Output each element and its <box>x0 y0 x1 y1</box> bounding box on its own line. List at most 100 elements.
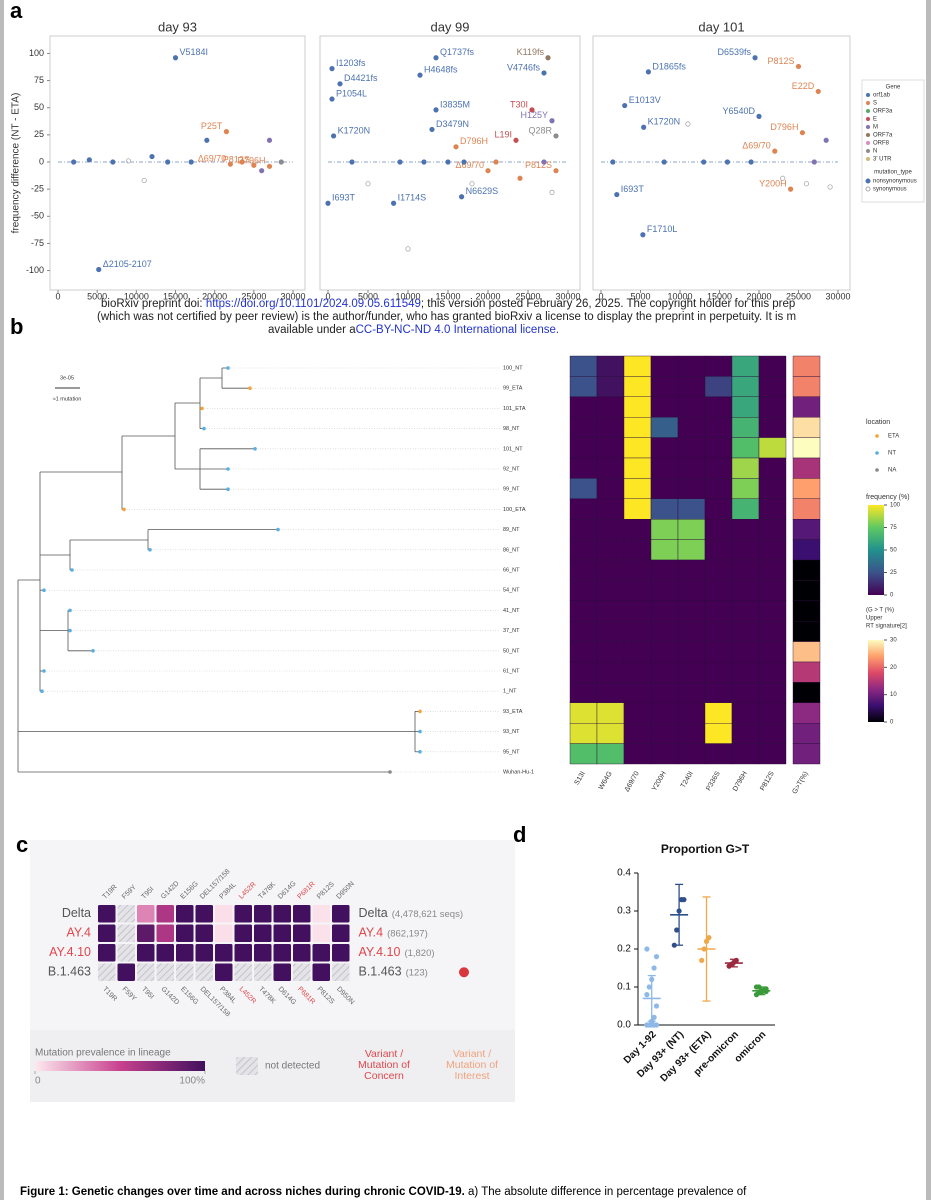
heatmap-cell <box>677 437 706 459</box>
point <box>622 102 628 109</box>
heatmap-cell <box>704 417 733 438</box>
prevalence-cell <box>234 905 252 923</box>
heatmap-cell <box>596 519 625 540</box>
heatmap-cell <box>569 396 598 418</box>
x-tick-label: 5000 <box>87 291 107 301</box>
point <box>125 158 132 164</box>
point <box>545 55 551 61</box>
prevalence-cell <box>98 944 116 962</box>
heatmap-cell <box>596 702 625 724</box>
colorbar-tick-label: 75 <box>890 525 897 531</box>
plot-frame <box>49 35 306 291</box>
data-point <box>651 965 657 971</box>
legend-marker <box>865 178 871 184</box>
license-link[interactable]: CC-BY-NC-ND 4.0 International license. <box>356 324 559 336</box>
heatmap-cell <box>758 396 787 418</box>
point <box>251 162 257 168</box>
point <box>421 159 427 165</box>
heatmap-cell <box>704 498 733 520</box>
heatmap-cell <box>758 559 787 581</box>
x-tick-label: 0 <box>325 291 330 301</box>
mutation-label: N6629S <box>466 186 499 196</box>
point <box>330 133 337 139</box>
heatmap-cell <box>569 376 598 397</box>
colorbar-title: frequency (%) <box>866 494 910 501</box>
gt-cell <box>792 661 821 683</box>
info-icon <box>459 967 469 978</box>
legend-label: ORF3a <box>873 109 893 115</box>
lineage-count: (1,820) <box>404 947 434 958</box>
column-label: Y200H <box>651 770 668 792</box>
point <box>517 175 523 181</box>
legend-label: S <box>873 101 877 107</box>
lineage-label: B.1.463 (123) <box>359 965 428 979</box>
doi-link[interactable]: https://doi.org/10.1101/2024.09.05.61154… <box>206 298 421 310</box>
mutation-label: K119fs <box>517 47 545 57</box>
colorbar-title: Upper <box>866 616 882 622</box>
heatmap-cell <box>569 498 598 520</box>
legend-marker <box>866 117 870 121</box>
point <box>493 159 499 165</box>
point <box>815 88 821 95</box>
prevalence-cell <box>273 963 291 981</box>
heatmap-cell <box>569 682 598 704</box>
y-tick-label: 0.2 <box>617 944 631 955</box>
heatmap-cell <box>596 396 625 418</box>
prevalence-cell <box>176 905 194 923</box>
heatmap-cell <box>623 743 652 765</box>
mutation-label: Y200H <box>759 179 787 189</box>
gt-cell <box>792 580 821 602</box>
colorbar-tick-label: 100 <box>890 503 901 509</box>
lineage-name: B.1.463 <box>359 965 402 979</box>
gt-cell <box>792 682 821 704</box>
tip-point <box>248 386 252 391</box>
mutation-label: I3835M <box>440 99 470 109</box>
gt-cell <box>792 539 821 561</box>
heatmap-cell <box>650 355 679 377</box>
tip-point <box>418 709 422 714</box>
tip-label: 100_NT <box>503 365 523 371</box>
tip-label: 99_NT <box>503 487 520 493</box>
x-tick-label: 10000 <box>124 291 149 301</box>
data-point <box>653 954 660 960</box>
preprint-notice: bioRxiv preprint doi: https://doi.org/10… <box>101 298 795 310</box>
data-point <box>681 897 687 903</box>
prevalence-cell <box>215 963 233 981</box>
colorbar-tick-label: 0 <box>35 1076 41 1087</box>
notice-text: ; this version posted February 26, 2025.… <box>421 298 795 310</box>
data-point <box>646 1022 652 1028</box>
legend-label: not detected <box>265 1061 320 1072</box>
heatmap-cell <box>650 559 679 581</box>
heatmap-cell <box>569 437 598 459</box>
tip-point <box>226 487 230 492</box>
point <box>811 159 817 165</box>
point <box>685 121 691 127</box>
heatmap-cell <box>623 661 652 683</box>
heatmap-cell <box>704 702 733 724</box>
heatmap-cell <box>596 723 625 744</box>
heatmap-cell <box>758 580 787 602</box>
mutation-label: D4421fs <box>344 73 378 83</box>
heatmap-cell <box>731 417 760 438</box>
heatmap-cell <box>704 682 733 704</box>
colorbar-tick-label: 0 <box>890 720 894 726</box>
heatmap-cell <box>623 580 652 602</box>
heatmap-cell <box>569 641 598 663</box>
point <box>541 70 547 76</box>
prevalence-cell <box>176 924 194 942</box>
heatmap-cell <box>569 621 598 642</box>
point <box>553 168 559 174</box>
prevalence-cell <box>312 963 330 981</box>
legend-label: 3' UTR <box>873 157 892 163</box>
heatmap-cell <box>596 600 625 622</box>
notice-text: bioRxiv preprint doi: <box>101 298 206 310</box>
heatmap-cell <box>731 743 760 765</box>
heatmap-cell <box>596 457 625 479</box>
notice-text: available under a <box>268 324 356 336</box>
mutation-label: P812S <box>525 160 552 170</box>
point <box>266 163 273 169</box>
heatmap-cell <box>596 437 625 459</box>
point <box>641 124 647 130</box>
heatmap-cell <box>704 661 733 683</box>
point <box>149 153 155 160</box>
